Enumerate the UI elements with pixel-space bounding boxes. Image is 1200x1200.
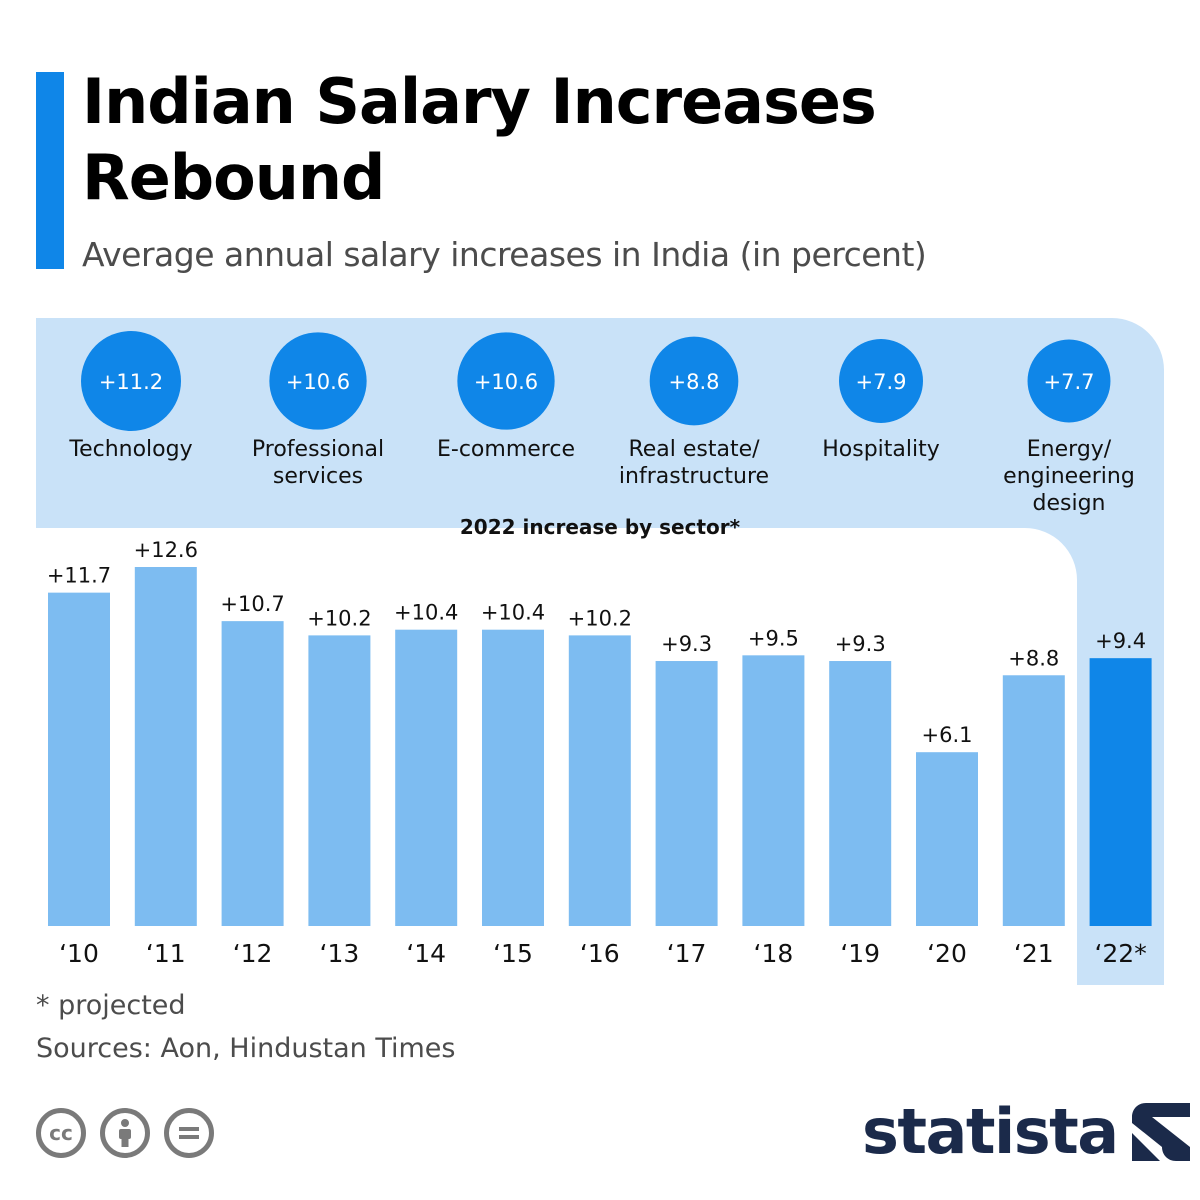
sector-value-5: +7.7 [1044,370,1095,394]
bar-3 [308,635,371,926]
chart-subtitle: Average annual salary increases in India… [82,235,927,274]
value-label-7: +9.3 [661,632,712,656]
sector-value-2: +10.6 [474,370,538,394]
sector-bubble-4 [839,339,923,423]
value-label-1: +12.6 [134,538,198,562]
sector-bubble-2 [457,332,555,430]
x-tick-0: ‘10 [59,939,99,968]
x-tick-3: ‘13 [320,939,360,968]
value-label-5: +10.4 [481,601,545,625]
sector-name-1: Professional services [252,437,384,489]
value-label-10: +6.1 [922,723,973,747]
bar-9 [829,661,892,926]
x-tick-9: ‘19 [840,939,880,968]
sources-note: Sources: Aon, Hindustan Times [36,1033,456,1064]
value-label-4: +10.4 [394,601,458,625]
chart-title: Indian Salary Increases Rebound [82,65,877,214]
equals-icon [179,1127,199,1139]
bar-11 [1002,675,1065,926]
x-tick-7: ‘17 [667,939,707,968]
value-label-2: +10.7 [220,592,284,616]
value-label-0: +11.7 [47,564,111,588]
x-tick-10: ‘20 [927,939,967,968]
bar-5 [482,629,544,926]
sector-name-2: E-commerce [437,437,575,462]
x-tick-5: ‘15 [493,939,533,968]
bar-10 [916,752,978,926]
sector-panel-background [36,318,1164,985]
title-accent-bar [36,72,64,269]
cc-icon[interactable]: cc [36,1108,86,1158]
person-icon [119,1119,131,1147]
value-label-11: +8.8 [1008,646,1059,670]
sector-value-4: +7.9 [856,370,907,394]
bar-2 [221,621,284,926]
sector-bubble-0 [81,331,181,431]
sector-name-3: Real estate/infrastructure [619,437,769,489]
value-label-3: +10.2 [307,606,371,630]
value-label-6: +10.2 [568,606,632,630]
x-tick-1: ‘11 [146,939,186,968]
sector-name-4: Hospitality [822,437,940,462]
x-tick-6: ‘16 [580,939,620,968]
bar-8 [742,655,805,926]
bar-7 [655,661,718,926]
value-label-9: +9.3 [835,632,886,656]
statista-brand[interactable]: statista [862,1092,1190,1172]
value-label-12: +9.4 [1095,629,1146,653]
footnote: * projected [36,990,186,1021]
value-label-group: +11.7 +12.6 +10.7 +10.2 +10.4 +10.4 +10.2 +9.3 +… [47,538,1146,747]
x-tick-8: ‘18 [754,939,794,968]
sector-name-0: Technology [68,437,192,462]
x-tick-4: ‘14 [406,939,446,968]
sector-breakdown-label: 2022 increase by sector* [460,515,741,539]
x-axis-ticks: ‘10 ‘11 ‘12 ‘13 ‘14 ‘15 ‘16 ‘17 ‘18 ‘19 ‘20 ‘21 ‘22* [59,939,1147,968]
attribution-icon[interactable] [100,1108,150,1158]
sector-group: +11.2 Technology +10.6 Professional services… [68,331,1135,516]
sector-bubble-1 [269,332,367,430]
value-label-8: +9.5 [748,626,799,650]
sector-value-1: +10.6 [286,370,350,394]
x-tick-12: ‘22* [1094,939,1146,968]
bar-chart: 2022 increase by sector* +11.2 Technology… [36,318,1164,985]
statista-logo-icon [1131,1103,1190,1161]
brand-name: statista [862,1095,1119,1168]
sector-value-0: +11.2 [99,370,163,394]
x-tick-2: ‘12 [233,939,273,968]
no-derivatives-icon[interactable] [164,1108,214,1158]
bar-6 [568,635,631,926]
sector-bubble-3 [649,336,739,426]
sector-bubble-5 [1027,339,1111,423]
x-tick-11: ‘21 [1014,939,1054,968]
bar-series [48,567,1152,926]
license-icons: cc [36,1108,214,1158]
sector-value-3: +8.8 [669,370,720,394]
bar-12 [1089,658,1152,926]
bar-1 [134,567,197,926]
bar-0 [48,592,110,926]
bar-4 [395,629,458,926]
sector-name-5: Energy/engineering design [1003,437,1135,516]
